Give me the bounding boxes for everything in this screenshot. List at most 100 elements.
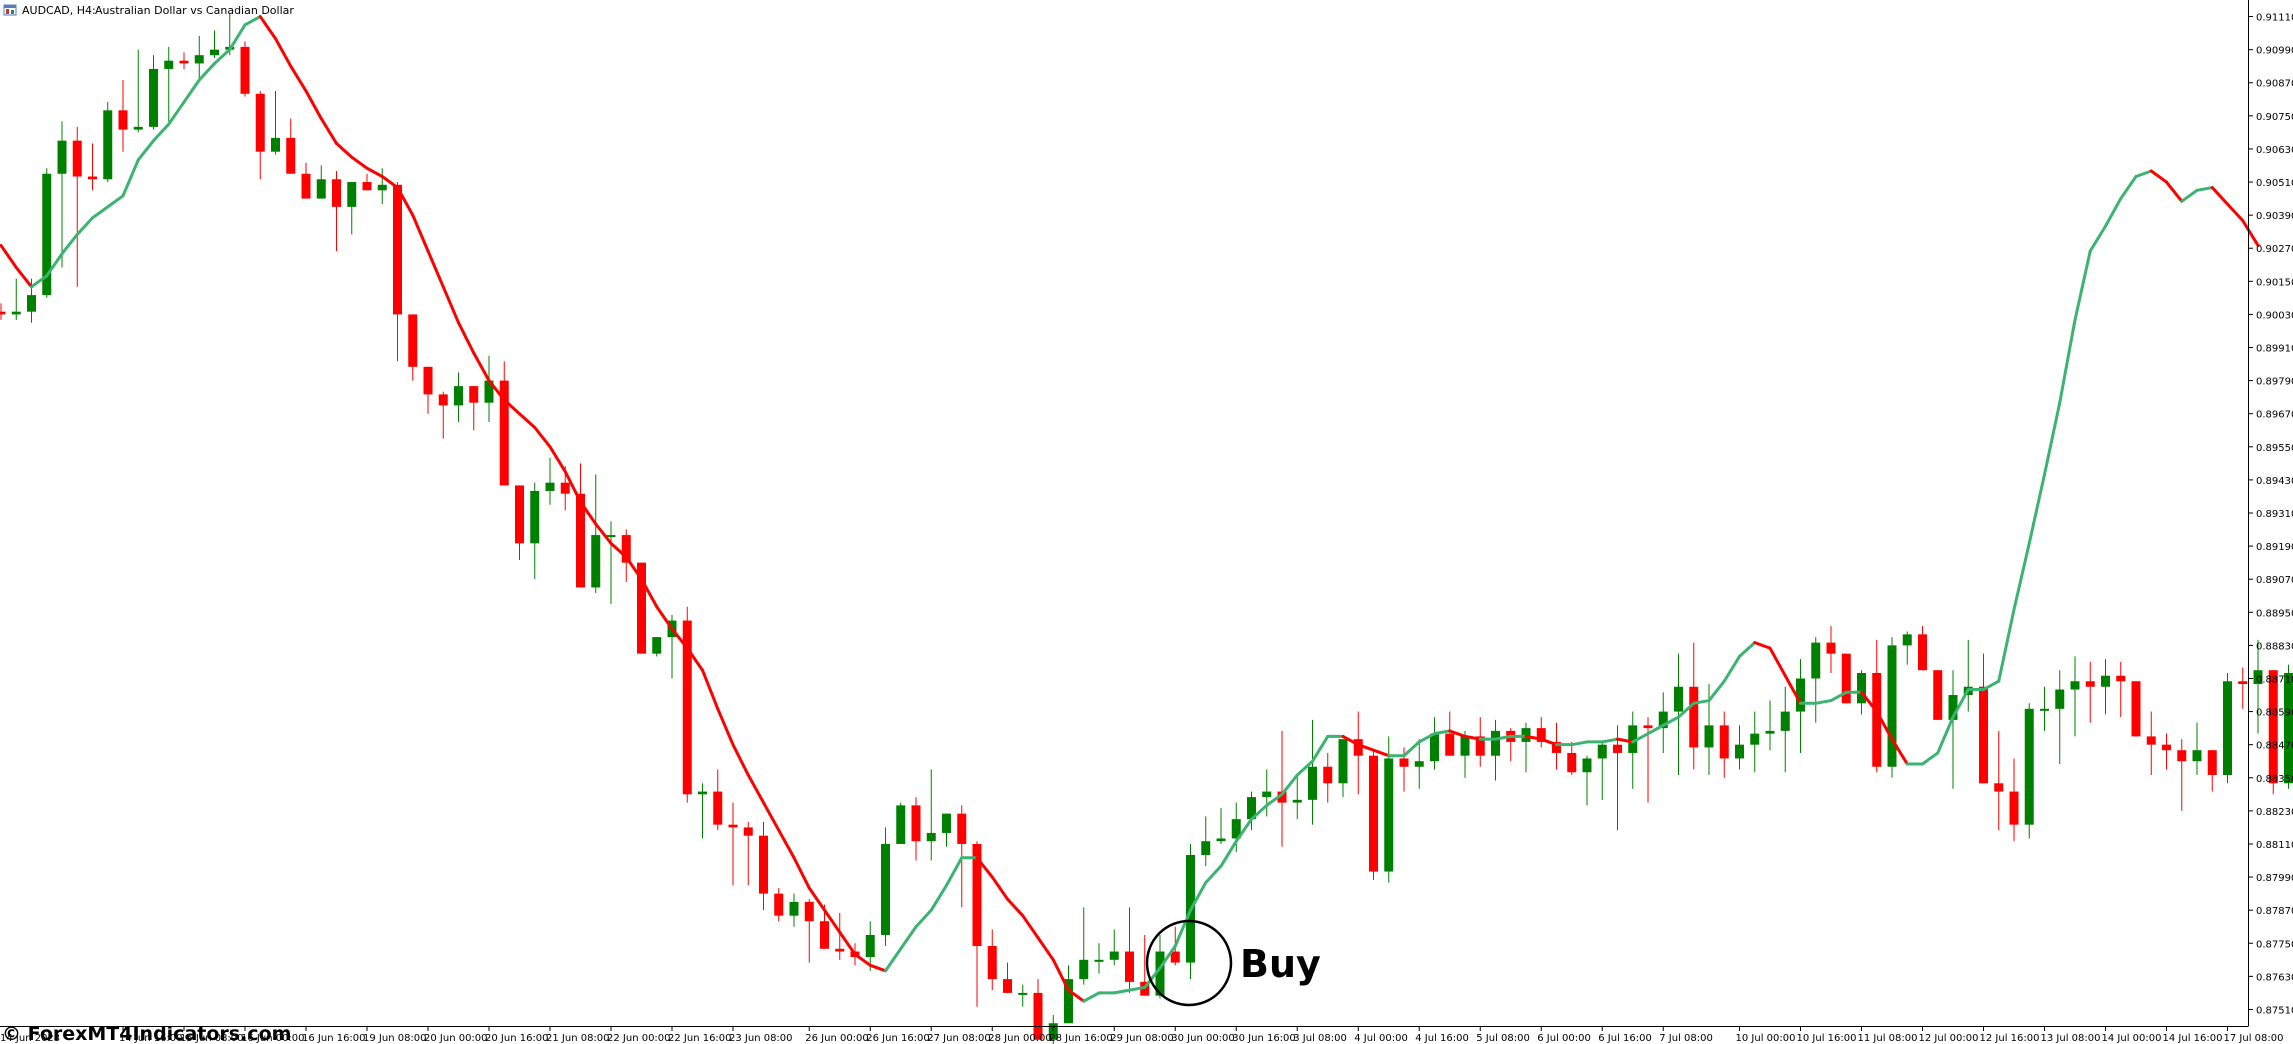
ma-segment (2180, 188, 2199, 203)
ma-segment (2088, 224, 2107, 253)
candle-body (423, 366, 433, 395)
candle-body (926, 832, 936, 842)
candle-body (576, 493, 585, 588)
ma-segment (1006, 897, 1025, 918)
candle-body (1811, 642, 1821, 679)
ma-segment (945, 856, 964, 887)
ma-segment (670, 627, 689, 650)
candle (1338, 739, 1348, 798)
candle-body (286, 137, 296, 174)
ma-segment (914, 908, 933, 929)
ma-segment (396, 186, 415, 217)
symbol-timeframe: AUDCAD, H4: (22, 4, 96, 17)
ma-segment (1265, 792, 1284, 807)
candle (835, 912, 845, 960)
time-tick-label: 17 Jul 08:00 (2224, 1033, 2284, 1044)
candle (1003, 962, 1012, 993)
ma-segment (1402, 740, 1421, 758)
ma-segment (1417, 732, 1436, 744)
candle (911, 797, 921, 861)
ma-segment (1295, 759, 1314, 777)
candle-body (454, 386, 463, 406)
candle (210, 30, 219, 58)
candle-body (469, 386, 479, 403)
ma-segment (426, 249, 445, 289)
ma-segment (1768, 646, 1787, 678)
ma-segment (1661, 715, 1680, 727)
time-tick-label: 10 Jul 00:00 (1736, 1033, 1796, 1044)
candle (1414, 739, 1424, 789)
candle-body (759, 835, 768, 894)
candle (164, 46, 174, 122)
time-tick-label: 28 Jun 16:00 (1049, 1033, 1113, 1044)
ma-segment (1524, 734, 1543, 741)
candle (804, 899, 814, 963)
candle-body (652, 637, 662, 654)
candle-body (637, 562, 646, 654)
ma-segment (487, 379, 506, 402)
time-tick-label: 26 Jun 16:00 (866, 1033, 930, 1044)
candle (1475, 717, 1485, 767)
candle-body (1872, 672, 1882, 767)
ma-segment (75, 216, 94, 236)
candle-body (1430, 733, 1439, 762)
candle-body (728, 824, 738, 828)
ma-segment (701, 668, 720, 711)
candle-body (1109, 951, 1119, 960)
candle-body (1170, 951, 1180, 963)
candle-body (179, 60, 189, 64)
ma-segment (0, 243, 18, 270)
time-tick-label: 10 Jul 16:00 (1797, 1033, 1857, 1044)
ma-segment (1311, 734, 1330, 763)
candle (896, 802, 906, 844)
buy-label: Buy (1240, 942, 1321, 986)
ma-segment (304, 89, 323, 121)
time-tick-label: 5 Jul 08:00 (1476, 1033, 1530, 1044)
candle-body (1414, 761, 1424, 767)
time-tick-label: 27 Jun 08:00 (927, 1033, 991, 1044)
candle (57, 121, 67, 268)
candle-body (2085, 681, 2095, 687)
candle-body (987, 946, 997, 980)
ma-segment (807, 886, 826, 912)
candle-body (591, 535, 601, 588)
buy-annotation: Buy (1145, 919, 1321, 1007)
ma-segment (563, 470, 582, 504)
candle-body (1216, 838, 1226, 842)
candle-body (1933, 670, 1943, 720)
window-icon (3, 4, 17, 16)
candle-body (1857, 672, 1866, 704)
candle-body (301, 173, 311, 199)
candle (865, 921, 875, 971)
buy-circle (1145, 919, 1233, 1007)
ma-segment (1890, 737, 1909, 766)
candle (1216, 808, 1226, 844)
ma-segment (1372, 748, 1391, 758)
candle (1765, 700, 1775, 751)
candle-body (942, 813, 951, 833)
ma-segment (411, 213, 430, 253)
candle-body (377, 184, 387, 191)
time-tick-label: 22 Jun 16:00 (668, 1033, 732, 1044)
ma-segment (2165, 180, 2184, 203)
ma-segment (1051, 958, 1070, 992)
candle (1262, 769, 1272, 817)
candle-body (1735, 744, 1744, 759)
candle-body (1780, 711, 1790, 731)
ma-segment (685, 646, 704, 672)
ma-segment (1707, 679, 1726, 703)
candle (2284, 664, 2293, 789)
candle (1597, 741, 1607, 800)
ma-segment (1677, 701, 1696, 719)
candle (2024, 703, 2034, 839)
candle (1536, 717, 1546, 748)
